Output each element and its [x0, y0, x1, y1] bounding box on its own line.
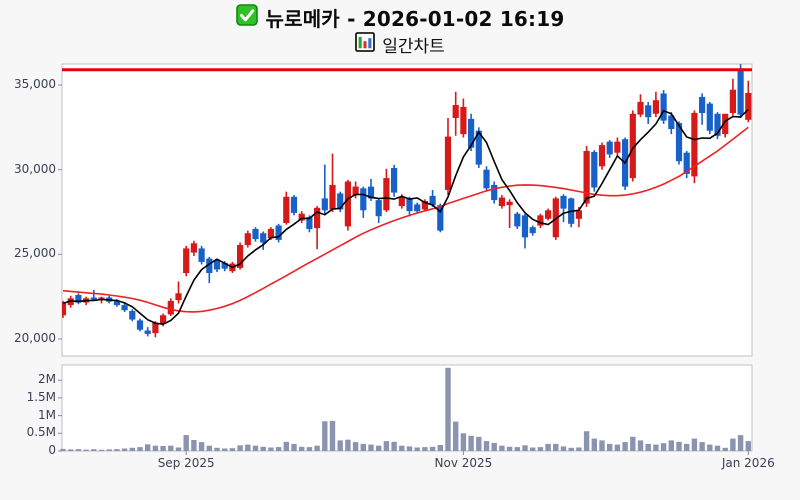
price-tick-label: 20,000: [14, 330, 56, 345]
volume-tick-label: 1M: [38, 407, 56, 422]
chart-subtitle-row: 일간차트: [0, 32, 800, 57]
volume-tick-label: 1.5M: [26, 389, 56, 404]
date-tick-label: Sep 2025: [157, 456, 215, 470]
chart-subtitle: 일간차트: [382, 36, 445, 57]
price-tick-label: 35,000: [14, 77, 56, 91]
chart-title-row: 뉴로메카 - 2026-01-02 16:19: [0, 3, 800, 31]
price-tick-label: 30,000: [14, 161, 56, 176]
date-tick-label: Nov 2025: [434, 456, 493, 470]
volume-tick-label: 0.5M: [26, 425, 56, 440]
page-title: 뉴로메카 - 2026-01-02 16:19: [265, 6, 565, 31]
bar-chart-icon: [355, 32, 376, 56]
volume-tick-label: 2M: [38, 372, 56, 387]
price-tick-label: 25,000: [14, 246, 56, 261]
volume-tick-label: 0: [48, 443, 56, 457]
green-check-icon: [235, 4, 258, 30]
date-tick-label: Jan 2026: [721, 456, 775, 470]
